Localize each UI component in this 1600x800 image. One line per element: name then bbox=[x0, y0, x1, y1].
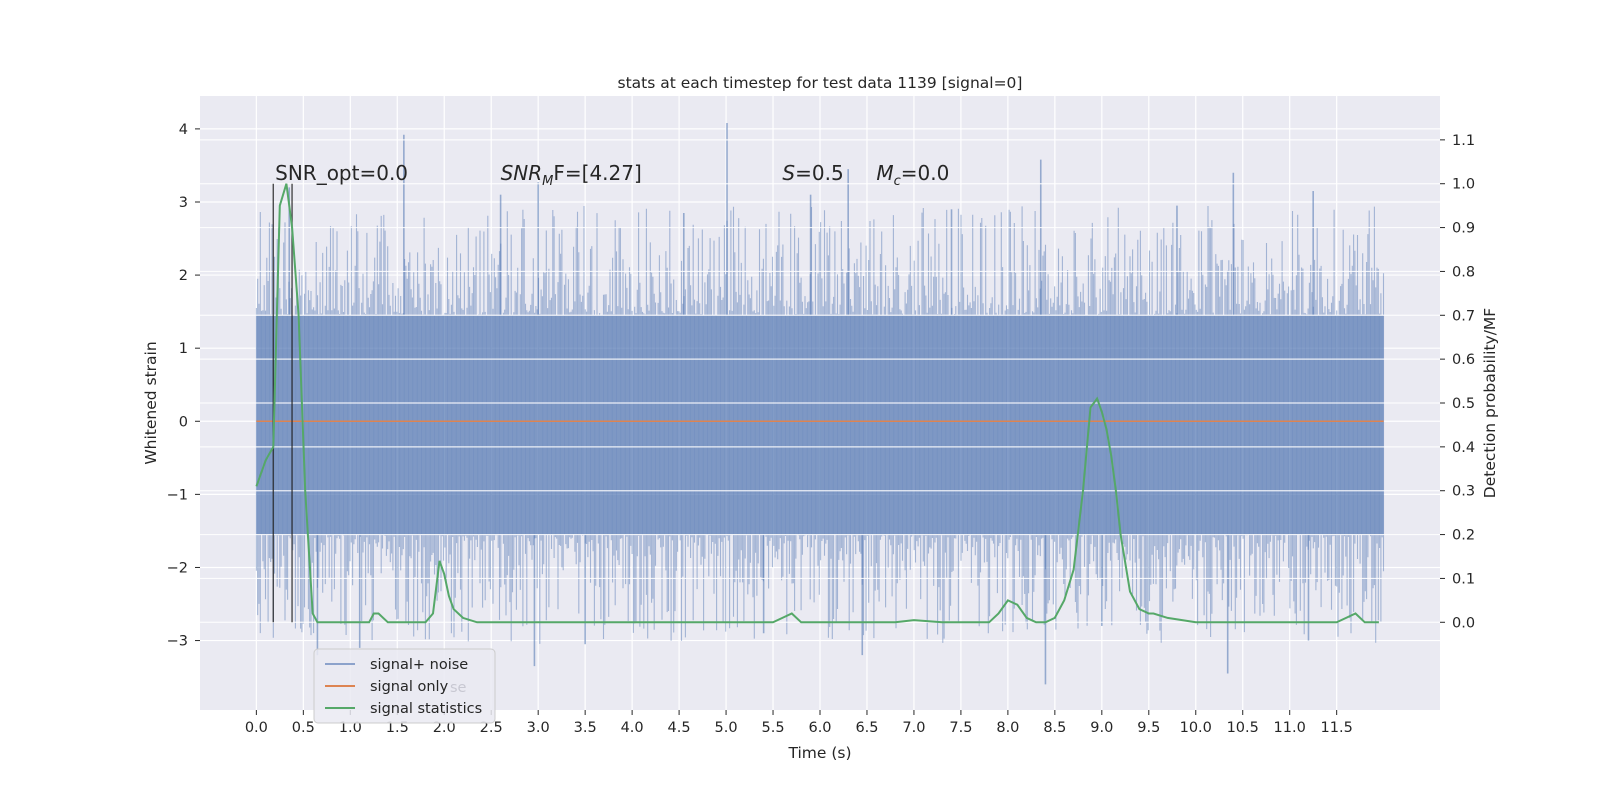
annotation-snr-mf: SNRMF=[4.27] bbox=[501, 161, 642, 189]
x-tick-label-21: 10.5 bbox=[1227, 720, 1259, 736]
signal-noise-band bbox=[256, 315, 1384, 535]
y2-tick-label-10: 1.0 bbox=[1452, 177, 1475, 193]
y-tick-label-3: 0 bbox=[179, 414, 188, 430]
x-tick-label-9: 4.5 bbox=[668, 720, 691, 736]
x-tick-label-18: 9.0 bbox=[1090, 720, 1113, 736]
marker-lines bbox=[272, 183, 293, 623]
legend-label-signal-statistics: signal statistics bbox=[370, 701, 482, 717]
y2-tick-label-1: 0.1 bbox=[1452, 571, 1475, 587]
x-tick-label-0: 0.0 bbox=[245, 720, 268, 736]
y-tick-label-6: 3 bbox=[179, 195, 188, 211]
legend: se signal+ noise signal only signal stat… bbox=[313, 648, 496, 724]
y2-tick-label-8: 0.8 bbox=[1452, 264, 1475, 280]
annotation-s-tail: =0.5 bbox=[795, 161, 844, 185]
y-tick-label-7: 4 bbox=[179, 122, 188, 138]
annotation-snr-mf-sub: M bbox=[542, 174, 553, 189]
x-tick-label-1: 0.5 bbox=[292, 720, 315, 736]
x-tick-label-5: 2.5 bbox=[480, 720, 503, 736]
signal-statistics-line bbox=[255, 183, 1379, 624]
annotation-mc: Mc=0.0 bbox=[876, 161, 949, 189]
y2-tick-label-7: 0.7 bbox=[1452, 308, 1475, 324]
chart-title: stats at each timestep for test data 113… bbox=[618, 74, 1023, 92]
x-tick-label-16: 8.0 bbox=[996, 720, 1019, 736]
y2-tick-label-6: 0.6 bbox=[1452, 352, 1475, 368]
legend-shadow-text: se bbox=[450, 680, 467, 696]
x-tick-label-12: 6.0 bbox=[808, 720, 831, 736]
y-axis-label: Whitened strain bbox=[142, 341, 160, 464]
x-tick-label-3: 1.5 bbox=[386, 720, 409, 736]
x-tick-label-6: 3.0 bbox=[527, 720, 550, 736]
annotation-snr-mf-tail: F=[4.27] bbox=[553, 161, 641, 185]
annotation-s-main: S bbox=[782, 161, 795, 185]
annotation-mc-tail: =0.0 bbox=[901, 161, 950, 185]
annotation-snr-mf-main: SNR bbox=[501, 161, 543, 185]
y-tick-label-0: −3 bbox=[167, 634, 188, 650]
y2-tick-label-11: 1.1 bbox=[1452, 133, 1475, 149]
x-tick-label-11: 5.5 bbox=[761, 720, 784, 736]
x-tick-label-15: 7.5 bbox=[949, 720, 972, 736]
annotation-mc-main: M bbox=[876, 161, 893, 185]
x-axis-label: Time (s) bbox=[787, 744, 851, 762]
y-tick-label-1: −2 bbox=[167, 560, 188, 576]
y2-tick-label-2: 0.2 bbox=[1452, 528, 1475, 544]
legend-box bbox=[313, 648, 496, 724]
y2-tick-label-4: 0.4 bbox=[1452, 440, 1475, 456]
legend-label-signal-noise: signal+ noise bbox=[370, 657, 468, 673]
x-tick-label-13: 6.5 bbox=[855, 720, 878, 736]
x-tick-label-7: 3.5 bbox=[574, 720, 597, 736]
x-axis-ticks: 0.0 0.5 1.0 1.5 2.0 2.5 3.0 3.5 4.0 4.5 5.0 5.5 6.0 6… bbox=[245, 710, 1353, 736]
y-tick-label-2: −1 bbox=[167, 487, 188, 503]
y-tick-label-5: 2 bbox=[179, 268, 188, 284]
x-tick-label-14: 7.0 bbox=[902, 720, 925, 736]
x-tick-label-23: 11.5 bbox=[1321, 720, 1353, 736]
annotation-mc-sub: c bbox=[894, 174, 901, 189]
annotations: SNR_opt=0.0 SNRMF=[4.27] S=0.5 Mc=0.0 bbox=[275, 161, 949, 189]
y2-tick-label-9: 0.9 bbox=[1452, 221, 1475, 237]
y-tick-label-4: 1 bbox=[179, 341, 188, 357]
x-tick-label-20: 10.0 bbox=[1180, 720, 1212, 736]
x-tick-label-19: 9.5 bbox=[1137, 720, 1160, 736]
y2-tick-label-5: 0.5 bbox=[1452, 396, 1475, 412]
y2-axis-ticks: 0.0 0.1 0.2 0.3 0.4 0.5 0.6 0.7 0.8 0.9 1.0 1.1 bbox=[1440, 133, 1475, 631]
y2-tick-label-0: 0.0 bbox=[1452, 615, 1475, 631]
legend-label-signal-only: signal only bbox=[370, 679, 449, 695]
x-tick-label-8: 4.0 bbox=[621, 720, 644, 736]
x-tick-label-2: 1.0 bbox=[339, 720, 362, 736]
x-tick-label-10: 5.0 bbox=[715, 720, 738, 736]
x-tick-label-4: 2.0 bbox=[433, 720, 456, 736]
y2-axis-label: Detection probability/MF bbox=[1481, 308, 1499, 499]
x-tick-label-22: 11.0 bbox=[1274, 720, 1306, 736]
x-tick-label-17: 8.5 bbox=[1043, 720, 1066, 736]
y2-tick-label-3: 0.3 bbox=[1452, 484, 1475, 500]
annotation-s: S=0.5 bbox=[782, 161, 843, 185]
annotation-snr-opt: SNR_opt=0.0 bbox=[275, 161, 408, 185]
y-axis-ticks: −3 −2 −1 0 1 2 3 4 bbox=[167, 122, 200, 650]
